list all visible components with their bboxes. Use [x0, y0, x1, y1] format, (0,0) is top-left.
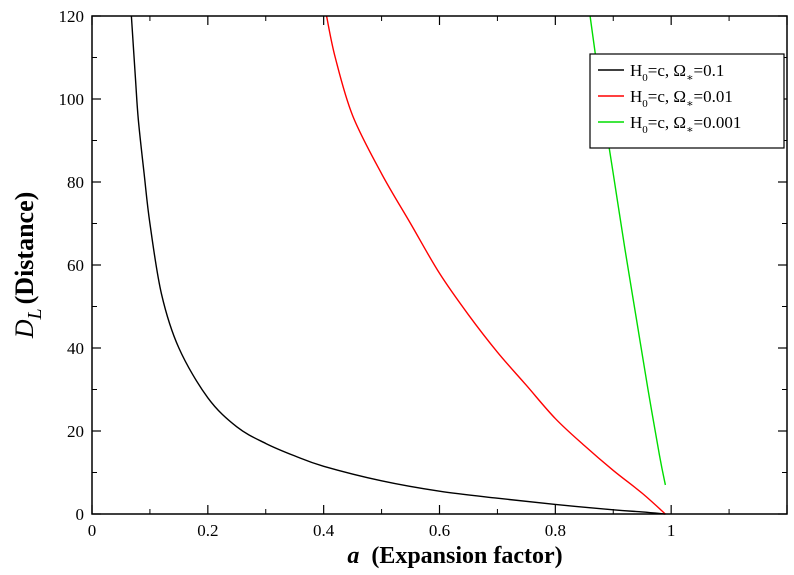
legend-label-1: H0=c, Ω∗=0.1 — [630, 61, 724, 84]
y-tick-label: 0 — [76, 505, 85, 524]
x-tick-label: 0.6 — [429, 521, 450, 540]
y-axis-variable: D — [10, 319, 39, 339]
y-axis-label-text: (Distance) — [10, 192, 39, 305]
y-axis-title: DL (Distance) — [10, 192, 46, 340]
x-axis-label-text: (Expansion factor) — [371, 543, 562, 569]
x-tick-label: 0.4 — [313, 521, 335, 540]
x-tick-label: 1 — [667, 521, 676, 540]
series-line-1 — [130, 15, 666, 515]
plot-frame — [91, 15, 788, 515]
y-tick-label: 100 — [59, 90, 85, 109]
series-line-2 — [325, 15, 666, 515]
y-tick-label: 60 — [67, 256, 84, 275]
svg-text:DL(Distance): DL (Distance) — [10, 192, 46, 340]
y-tick-label: 120 — [59, 7, 85, 26]
x-axis-title: a (Expansion factor) — [347, 543, 562, 569]
legend-label-2: H0=c, Ω∗=0.01 — [630, 87, 733, 110]
x-tick-label: 0.2 — [197, 521, 218, 540]
y-tick-label: 80 — [67, 173, 84, 192]
y-tick-label: 40 — [67, 339, 84, 358]
legend: H0=c, Ω∗=0.1 H0=c, Ω∗=0.01 H0=c, Ω∗=0.001 — [589, 53, 785, 149]
y-tick-label: 20 — [67, 422, 84, 441]
y-axis-subscript: L — [24, 308, 46, 320]
svg-text:a(Expansion factor): a (Expansion factor) — [347, 543, 562, 569]
legend-label-3: H0=c, Ω∗=0.001 — [630, 113, 741, 136]
x-axis-variable: a — [347, 543, 359, 569]
x-tick-label: 0 — [88, 521, 97, 540]
x-tick-label: 0.8 — [545, 521, 566, 540]
